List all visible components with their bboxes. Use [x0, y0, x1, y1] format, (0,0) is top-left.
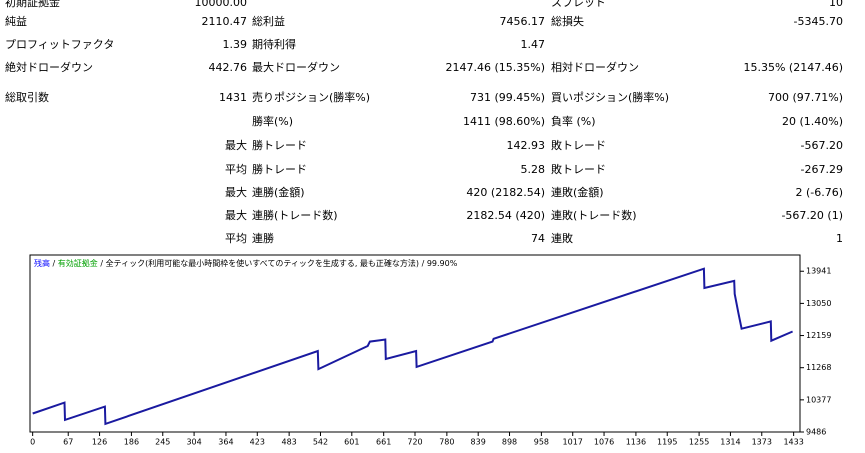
x-tick-label: 1195	[657, 438, 677, 447]
stat-label: 連敗(金額)	[551, 186, 604, 199]
y-tick-label: 13941	[806, 267, 831, 276]
stat-value: 442.76	[208, 61, 248, 74]
x-tick-label: 839	[471, 438, 486, 447]
stat-label: 勝率(%)	[252, 115, 294, 128]
x-tick-label: 0	[30, 438, 35, 447]
stat-value: 1	[836, 232, 843, 245]
stat-label: 最大ドローダウン	[252, 61, 340, 74]
legend-item: / 全ティック(利用可能な最小時間枠を使いすべてのティックを生成する, 最も正確…	[98, 258, 458, 268]
x-tick-label: 1314	[720, 438, 740, 447]
stat-label: プロフィットファクタ	[5, 38, 115, 51]
stat-label: 売りポジション(勝率%)	[252, 91, 371, 104]
stat-value: -5345.70	[793, 15, 843, 28]
stat-label: 敗トレード	[551, 139, 606, 152]
stat-value: 最大	[225, 139, 247, 152]
plot-frame	[29, 254, 801, 433]
stat-label: 勝トレード	[252, 139, 307, 152]
x-tick-label: 898	[502, 438, 517, 447]
x-tick-label: 245	[155, 438, 170, 447]
legend-item: /	[50, 259, 58, 268]
stat-value: 1.39	[222, 38, 248, 51]
stat-label: 初期証拠金	[5, 0, 60, 9]
x-tick-label: 1433	[783, 438, 803, 447]
stat-label: 純益	[5, 15, 27, 28]
stat-label: 負率 (%)	[551, 115, 596, 128]
y-tick-label: 11268	[806, 363, 831, 372]
stat-value: 最大	[225, 209, 247, 222]
x-tick-label: 1136	[626, 438, 646, 447]
x-tick-label: 364	[218, 438, 233, 447]
stat-value: 10	[829, 0, 843, 9]
x-tick-label: 958	[534, 438, 549, 447]
x-tick-label: 67	[63, 438, 73, 447]
legend: 残高 / 有効証拠金 / 全ティック(利用可能な最小時間枠を使いすべてのティック…	[34, 258, 458, 268]
x-tick-label: 126	[92, 438, 107, 447]
stat-value: 7456.17	[499, 15, 546, 28]
stat-value: 700 (97.71%)	[767, 91, 843, 104]
stat-label: 絶対ドローダウン	[5, 61, 93, 74]
stat-label: 敗トレード	[551, 163, 606, 176]
stat-value: 最大	[225, 186, 247, 199]
stat-value: 2147.46 (15.35%)	[445, 61, 545, 74]
stat-value: -567.20 (1)	[781, 209, 843, 222]
stat-value: 平均	[225, 163, 247, 176]
stat-label: 総取引数	[5, 91, 49, 104]
y-tick-label: 10377	[806, 395, 831, 404]
stat-value: -567.20	[800, 139, 843, 152]
x-tick-label: 304	[186, 438, 201, 447]
balance-line	[32, 267, 793, 426]
x-tick-label: 720	[407, 438, 422, 447]
stat-label: 連敗(トレード数)	[551, 209, 637, 222]
stat-label: 勝トレード	[252, 163, 307, 176]
x-tick-label: 1255	[689, 438, 709, 447]
stat-label: 連勝(金額)	[252, 186, 305, 199]
x-tick-label: 780	[439, 438, 454, 447]
stat-value: 5.28	[520, 163, 546, 176]
stat-value: 1431	[219, 91, 247, 104]
stat-label: 期待利得	[252, 38, 296, 51]
stat-value: 15.35% (2147.46)	[743, 61, 843, 74]
x-tick-label: 186	[124, 438, 139, 447]
x-tick-label: 542	[313, 438, 328, 447]
stat-value: 2182.54 (420)	[466, 209, 545, 222]
y-tick-label: 13050	[806, 299, 831, 308]
y-tick-label: 12159	[806, 331, 831, 340]
x-tick-label: 1373	[752, 438, 772, 447]
stat-value: 731 (99.45%)	[469, 91, 545, 104]
stat-value: -267.29	[800, 163, 843, 176]
x-tick-label: 483	[282, 438, 297, 447]
legend-item: 残高	[34, 258, 50, 268]
x-tick-label: 423	[250, 438, 265, 447]
stat-label: 相対ドローダウン	[551, 61, 639, 74]
stat-value: 平均	[225, 232, 247, 245]
stat-label: 総損失	[551, 15, 584, 28]
y-tick-label: 9486	[806, 428, 826, 437]
stat-label: 総利益	[252, 15, 285, 28]
stat-value: 20 (1.40%)	[781, 115, 843, 128]
stat-label: 連勝	[252, 232, 274, 245]
stat-label: 買いポジション(勝率%)	[551, 91, 670, 104]
legend-item: 有効証拠金	[58, 258, 98, 268]
stat-value: 1411 (98.60%)	[462, 115, 545, 128]
stat-value: 2110.47	[201, 15, 248, 28]
x-tick-label: 601	[344, 438, 359, 447]
stat-value: 2 (-6.76)	[795, 186, 843, 199]
stat-label: スプレッド	[551, 0, 606, 9]
stat-value: 1.47	[520, 38, 546, 51]
x-tick-label: 661	[376, 438, 391, 447]
x-tick-label: 1017	[563, 438, 583, 447]
stat-label: 連敗	[551, 232, 573, 245]
stat-value: 142.93	[506, 139, 546, 152]
stat-label: 連勝(トレード数)	[252, 209, 338, 222]
stat-value: 10000.00	[194, 0, 248, 9]
x-tick-label: 1076	[594, 438, 614, 447]
stat-value: 420 (2182.54)	[466, 186, 545, 199]
stat-value: 74	[531, 232, 545, 245]
